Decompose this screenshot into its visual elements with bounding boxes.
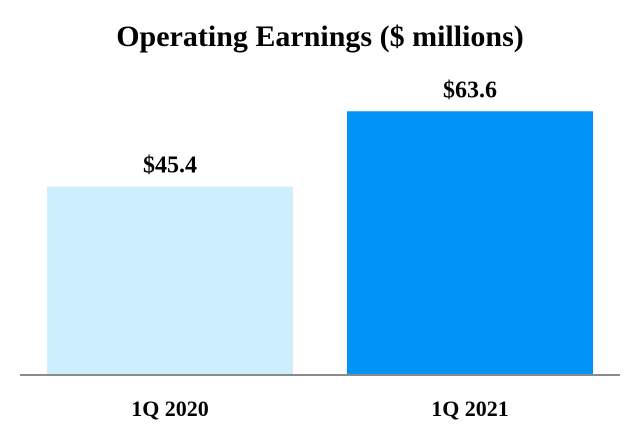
labels-group: $45.4 1Q 2020 $63.6 1Q 2021: [131, 77, 509, 421]
bar-value-label-2: $63.6: [443, 77, 497, 103]
bar-value-label-1: $45.4: [143, 153, 197, 179]
bars-group: [47, 111, 593, 375]
x-tick-label-2: 1Q 2021: [431, 396, 509, 421]
chart-title: Operating Earnings ($ millions): [116, 20, 524, 53]
x-tick-label-1: 1Q 2020: [131, 396, 209, 421]
bar-2: [347, 111, 593, 375]
bar-1: [47, 186, 293, 375]
